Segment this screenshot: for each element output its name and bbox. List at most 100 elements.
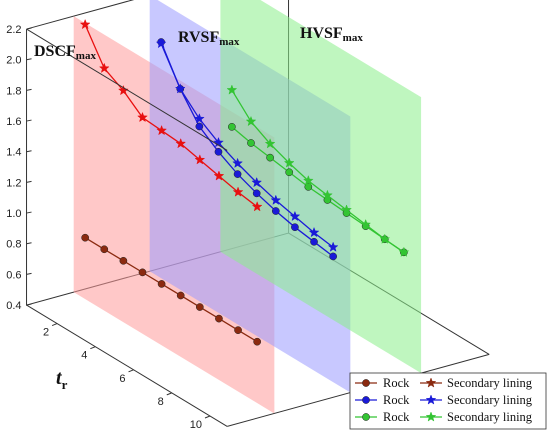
point-dscf-rock-4 (138, 268, 147, 277)
legend-box (349, 372, 547, 430)
y-axis-ticks: 0.4 0.6 0.8 1.0 1.2 1.4 1.6 1.8 2.0 2.2 (6, 24, 32, 312)
point-dscf-lining-8 (213, 170, 225, 181)
point-rvsf-lining-9 (308, 226, 320, 238)
y-tick-label-1: 0.6 (6, 269, 21, 281)
point-dscf-rock-7 (195, 303, 204, 311)
series-line-hvsf-star (231, 89, 405, 253)
back-edge-top (26, 0, 135, 30)
point-dscf-rock-1 (81, 233, 90, 242)
point-dscf-rock-8 (215, 314, 223, 323)
front-top-left-edge (26, 28, 228, 151)
planes-layer (73, 0, 422, 414)
series-line-rvsf-circle (160, 41, 334, 257)
point-rvsf-lining-8 (289, 210, 301, 222)
plane-hvsf (220, 0, 422, 374)
point-dscf-rock-3 (119, 256, 128, 265)
point-hvsf-lining-10 (398, 246, 410, 257)
point-dscf-lining-3 (117, 84, 129, 96)
y-tick-label-4: 1.2 (6, 177, 21, 189)
legend-marker-rock-0 (362, 379, 370, 387)
point-hvsf-rock-5 (304, 183, 313, 191)
legend-label-rock-1: Rock (383, 393, 410, 407)
point-dscf-rock-5 (157, 280, 166, 288)
plane-label-sub-hvsf: max (343, 32, 364, 44)
plane-label-sub-dscf: max (76, 50, 97, 62)
point-dscf-lining-5 (156, 124, 168, 136)
depth-tick-mark-0 (51, 323, 58, 327)
plane-label-sub-rvsf: max (219, 36, 240, 48)
point-dscf-lining-6 (175, 137, 187, 149)
series-layer (79, 18, 410, 346)
legend: Rock Secondary lining Rock Secondary lining… (349, 372, 547, 430)
depth-tick-label-0: 2 (43, 327, 49, 339)
depth-tick-mark-1 (90, 346, 96, 350)
depth-tick-mark-2 (128, 369, 134, 373)
point-hvsf-lining-1 (226, 84, 238, 95)
legend-marker-lining-1 (425, 394, 437, 405)
y-tick-mark-4 (26, 180, 32, 183)
y-tick-label-8: 2.0 (6, 55, 21, 67)
point-dscf-lining-10 (251, 201, 263, 212)
point-rvsf-lining-1 (155, 37, 167, 49)
depth-tick-mark-4 (204, 415, 211, 419)
depth-tick-label-2: 6 (119, 373, 125, 385)
y-tick-mark-5 (26, 150, 32, 153)
y-tick-label-5: 1.4 (6, 147, 21, 159)
point-rvsf-rock-3 (195, 122, 204, 131)
point-rvsf-rock-9 (310, 237, 318, 246)
depth-tick-mark-3 (166, 392, 172, 396)
y-tick-label-6: 1.6 (6, 116, 21, 128)
point-rvsf-lining-6 (251, 176, 263, 188)
series-line-dscf-circle (84, 237, 258, 343)
front-bottom-left-edge (26, 304, 228, 427)
y-tick-label-0: 0.4 (6, 300, 21, 312)
point-rvsf-lining-7 (270, 194, 282, 205)
legend-marker-lining-2 (425, 411, 437, 422)
depth-axis-title: tr (56, 367, 68, 392)
y-tick-mark-0 (26, 303, 32, 306)
y-tick-mark-1 (26, 272, 32, 275)
y-tick-label-2: 0.8 (6, 239, 21, 251)
point-hvsf-rock-2 (247, 139, 255, 147)
y-tick-label-7: 1.8 (6, 85, 21, 97)
y-tick-mark-7 (26, 88, 32, 91)
point-dscf-lining-9 (232, 186, 244, 197)
point-hvsf-lining-7 (341, 204, 352, 215)
point-dscf-lining-7 (194, 154, 206, 165)
point-dscf-lining-1 (79, 18, 91, 30)
point-rvsf-rock-10 (329, 252, 337, 261)
point-dscf-lining-2 (98, 62, 110, 73)
y-tick-mark-6 (26, 119, 32, 122)
axis-titles: tr (56, 367, 68, 392)
plane-label-hvsf: HVSFmax (300, 25, 363, 44)
point-dscf-rock-2 (100, 245, 109, 254)
point-rvsf-rock-5 (233, 170, 242, 178)
point-hvsf-lining-2 (245, 115, 257, 127)
y-tick-mark-9 (26, 27, 32, 30)
point-hvsf-rock-1 (228, 123, 236, 131)
point-hvsf-lining-4 (283, 157, 295, 168)
y-tick-label-3: 1.0 (6, 208, 21, 220)
point-rvsf-rock-6 (252, 189, 261, 198)
depth-tick-label-1: 4 (81, 350, 87, 362)
y-tick-mark-8 (26, 58, 32, 61)
point-hvsf-rock-3 (266, 153, 274, 162)
point-hvsf-lining-8 (360, 218, 372, 230)
point-dscf-lining-4 (137, 111, 148, 123)
legend-marker-rock-2 (362, 413, 370, 421)
point-rvsf-rock-4 (214, 147, 223, 156)
point-dscf-rock-9 (234, 326, 242, 335)
point-dscf-rock-10 (253, 337, 262, 346)
legend-label-lining-2: Secondary lining (447, 410, 533, 424)
point-rvsf-lining-3 (193, 113, 205, 124)
depth-axis-ticks: 2 4 6 8 10 (43, 323, 211, 431)
depth-tick-label-4: 10 (190, 419, 202, 431)
point-hvsf-lining-5 (302, 175, 314, 186)
legend-label-rock-2: Rock (383, 410, 410, 424)
depth-axis-title-sub: r (62, 377, 68, 392)
series-line-dscf-star (84, 24, 258, 208)
point-hvsf-lining-6 (322, 189, 333, 200)
y-tick-label-9: 2.2 (6, 24, 21, 36)
y-tick-mark-3 (26, 211, 32, 214)
